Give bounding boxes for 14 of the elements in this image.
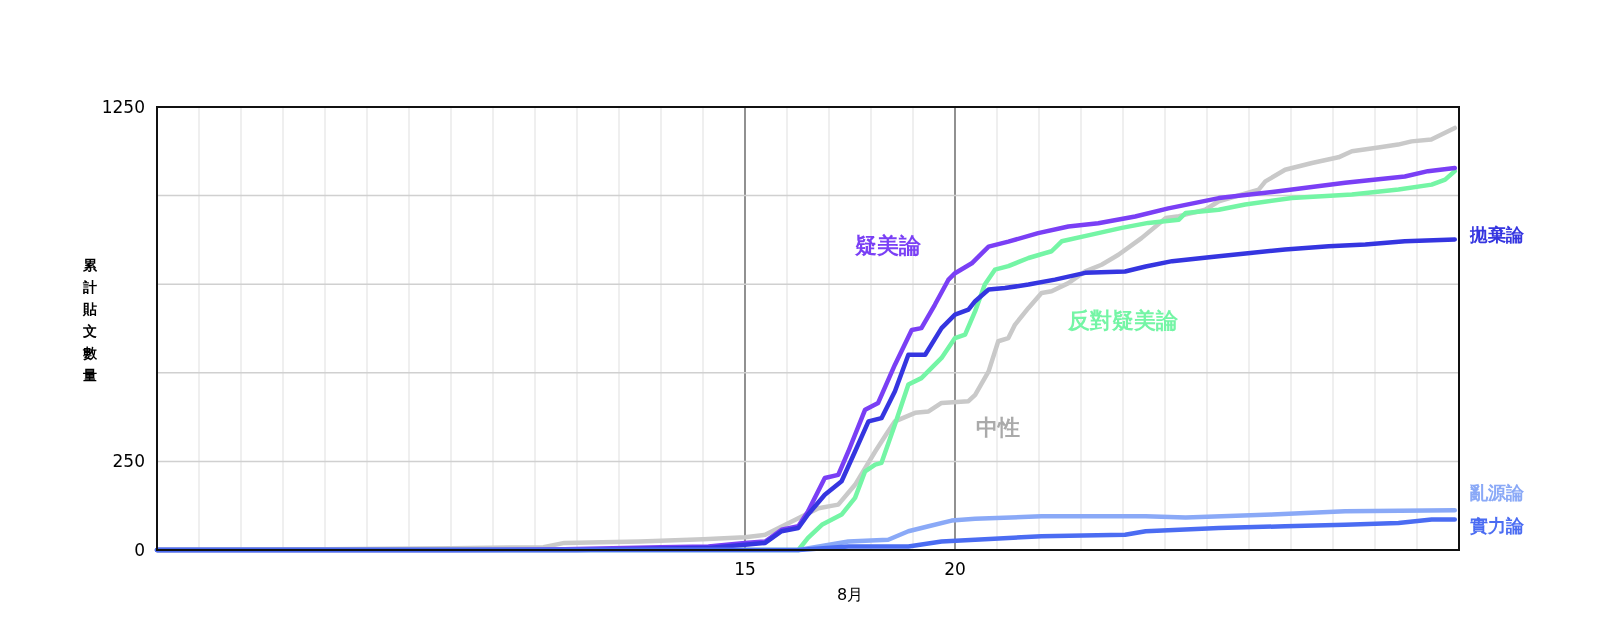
text: 反對疑美論	[1067, 308, 1179, 333]
series-label: 實力論	[1470, 515, 1525, 536]
y-tick-label: 250	[112, 451, 145, 472]
series-label: 拋棄論	[1469, 224, 1525, 245]
series-label: 疑美論	[854, 233, 922, 258]
line-series	[154, 517, 1458, 553]
y-axis-title: 累計貼文數量	[82, 257, 98, 383]
x-tick-label: 20	[944, 559, 966, 579]
y-tick-label: 1250	[101, 97, 145, 117]
x-axis-title: 8月	[836, 585, 864, 604]
x-tick-label: 15	[734, 559, 756, 579]
series-label: 中性	[976, 415, 1020, 440]
series-label: 亂源論	[1469, 482, 1525, 503]
y-tick-label: 0	[134, 540, 145, 560]
